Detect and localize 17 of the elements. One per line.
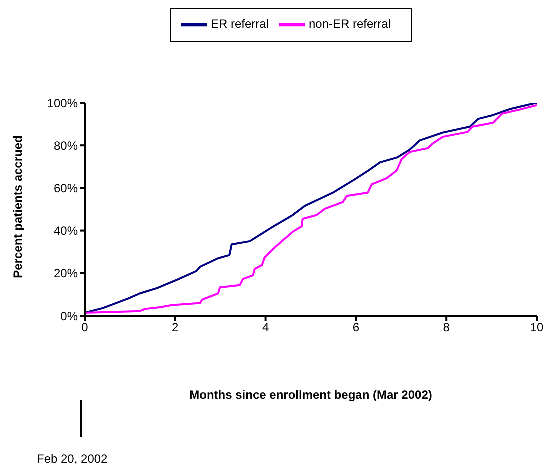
y-axis-title: Percent patients accrued [11,136,25,278]
x-tick-label: 10 [530,320,544,335]
x-tick-label: 4 [262,320,270,335]
y-tick-label: 20% [54,266,78,281]
text: Feb 20, 2002 [37,452,108,465]
x-tick-label: 2 [172,320,180,335]
x-axis-title: Months since enrollment began (Mar 2002) [188,388,434,402]
y-tick-label: 40% [54,224,78,238]
y-tick-label: 80% [54,138,78,153]
legend-label: ER referral [210,17,269,32]
x-tick-label: 8 [443,320,450,335]
y-tick-label: 100% [47,96,78,110]
y-tick-label: 0% [60,309,78,324]
legend-label: non-ER referral [308,17,392,32]
y-tick-label: 60% [54,181,78,196]
x-tick-label: 0 [82,320,89,335]
x-tick-label: 6 [352,320,360,335]
